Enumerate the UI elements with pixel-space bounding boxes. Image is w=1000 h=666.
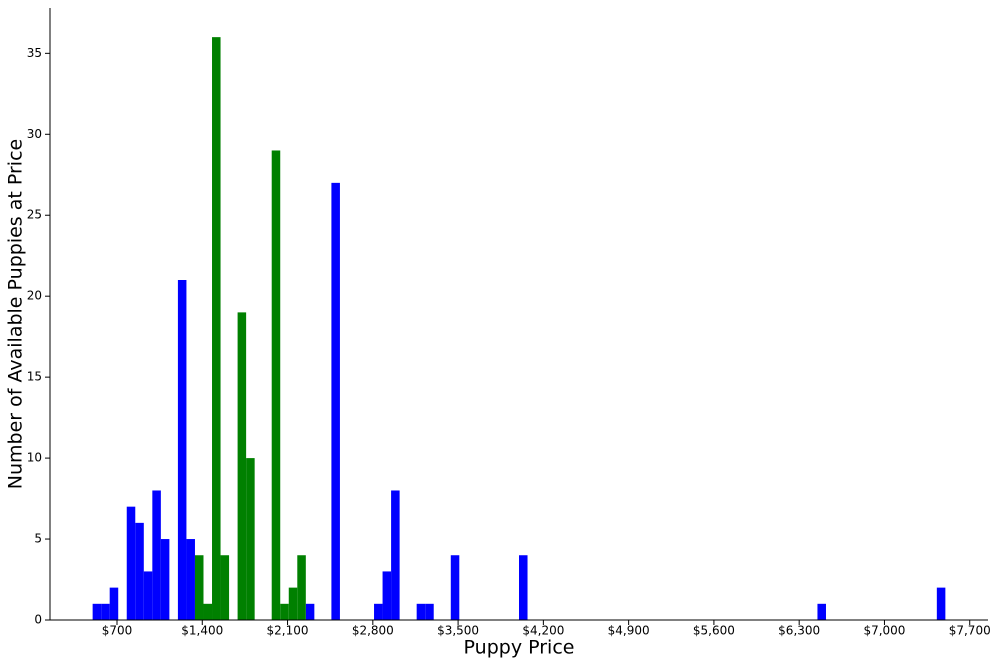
x-tick-label: $6,300 xyxy=(778,624,820,638)
y-tick-label: 25 xyxy=(27,208,42,222)
x-tick-label: $700 xyxy=(102,624,133,638)
bar xyxy=(288,587,298,620)
bar xyxy=(416,603,426,620)
y-tick-label: 30 xyxy=(27,127,42,141)
x-tick-label: $1,400 xyxy=(181,624,223,638)
bar xyxy=(160,539,170,620)
bar xyxy=(936,587,946,620)
x-tick-label: $4,200 xyxy=(522,624,564,638)
x-tick-label: $4,900 xyxy=(608,624,650,638)
bar xyxy=(220,555,230,620)
bar xyxy=(280,603,289,620)
x-tick-label: $3,500 xyxy=(437,624,479,638)
bar xyxy=(212,37,221,620)
bar xyxy=(101,603,110,620)
y-tick-label: 35 xyxy=(27,46,42,60)
y-tick-label: 20 xyxy=(27,289,42,303)
bar xyxy=(305,603,315,620)
bar xyxy=(109,587,119,620)
y-tick-label: 5 xyxy=(34,532,42,546)
y-tick-label: 0 xyxy=(34,613,42,627)
bar xyxy=(194,555,204,620)
bar xyxy=(271,150,281,620)
bar xyxy=(425,603,434,620)
bar xyxy=(92,603,102,620)
bar xyxy=(237,312,247,620)
x-tick-label: $2,800 xyxy=(352,624,394,638)
bar xyxy=(152,490,161,620)
x-tick-label: $2,100 xyxy=(267,624,309,638)
y-tick-label: 15 xyxy=(27,370,42,384)
bar xyxy=(391,490,400,620)
x-tick-label: $7,700 xyxy=(949,624,991,638)
x-axis-label: Puppy Price xyxy=(464,637,575,659)
x-tick-label: $5,600 xyxy=(693,624,735,638)
x-tick-label: $7,000 xyxy=(863,624,905,638)
bar xyxy=(203,603,213,620)
bar xyxy=(186,539,195,620)
bar xyxy=(297,555,306,620)
bar xyxy=(177,280,187,620)
y-tick-label: 10 xyxy=(27,451,42,465)
bar xyxy=(135,522,144,620)
bar xyxy=(126,506,136,620)
bar xyxy=(519,555,528,620)
bar xyxy=(382,571,392,620)
bar xyxy=(450,555,460,620)
y-axis-label: Number of Available Puppies at Price xyxy=(5,139,27,489)
bar xyxy=(246,458,255,620)
bar xyxy=(143,571,153,620)
bar xyxy=(374,603,383,620)
bar xyxy=(331,182,340,620)
bar xyxy=(817,603,826,620)
